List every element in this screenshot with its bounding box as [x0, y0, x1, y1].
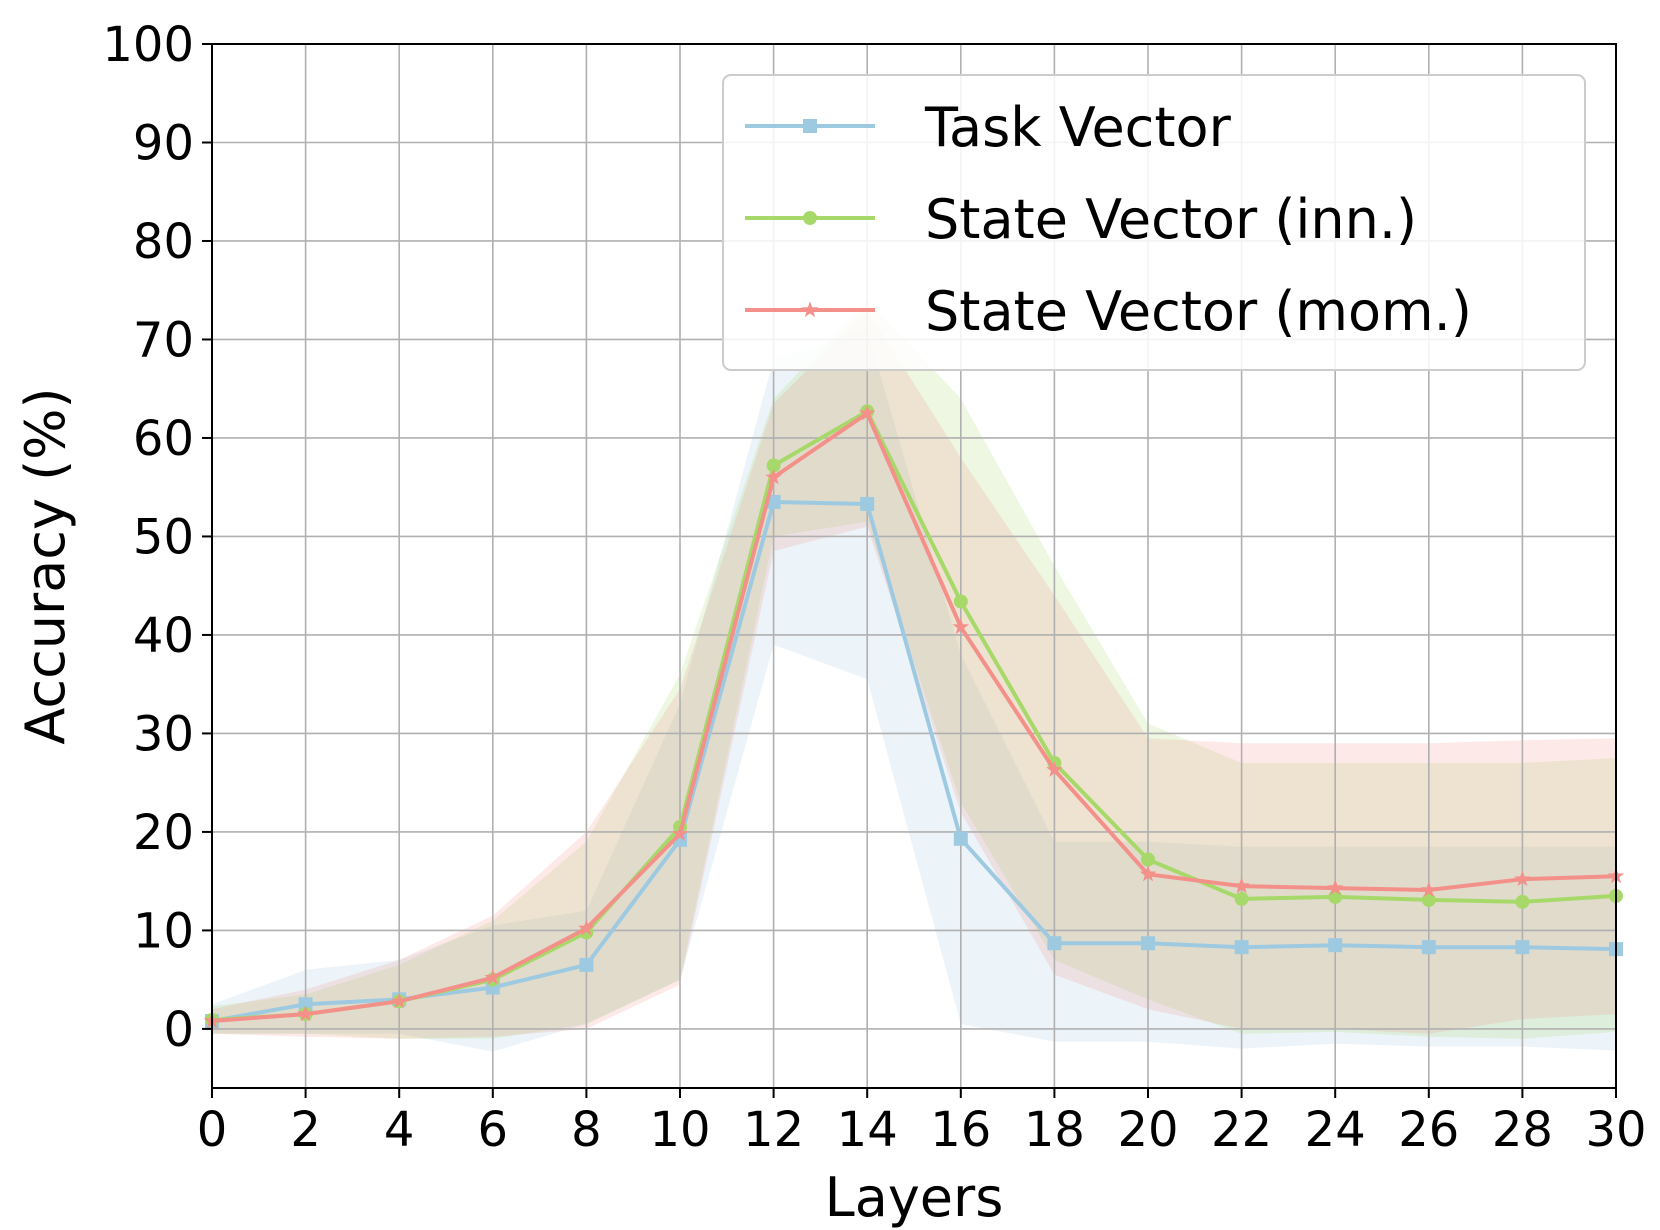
- data-point-s2-x26: [1420, 881, 1438, 898]
- y-axis-ticks: 0 10 20 30 40 50 60 70 80 90 100: [102, 17, 212, 1058]
- data-point-s0-x2: [298, 997, 313, 1012]
- data-point-s0-x18: [1047, 936, 1062, 951]
- data-point-s2-x18: [1046, 761, 1063, 777]
- x-tick-label: 4: [384, 1102, 415, 1158]
- x-tick-label: 16: [930, 1102, 991, 1158]
- data-point-s1-x22: [1234, 891, 1249, 906]
- x-tick-label: 26: [1398, 1102, 1459, 1158]
- x-tick-label: 20: [1117, 1102, 1178, 1158]
- data-point-s0-x28: [1515, 940, 1530, 955]
- x-tick-label: 18: [1024, 1102, 1085, 1158]
- x-tick-label: 12: [743, 1102, 804, 1158]
- data-point-s0-x16: [953, 831, 968, 846]
- legend-label-2: State Vector (mom.): [925, 280, 1472, 343]
- y-tick-label: 90: [133, 115, 194, 171]
- x-axis-label: Layers: [825, 1166, 1004, 1229]
- x-tick-label: 0: [197, 1102, 228, 1158]
- data-point-s1-x12: [766, 458, 781, 473]
- series-line-2: [211, 411, 1617, 1023]
- y-tick-label: 20: [133, 805, 194, 861]
- x-tick-label: 6: [478, 1102, 509, 1158]
- legend-item-1: State Vector (inn.): [745, 188, 1417, 251]
- band-series-0: [212, 329, 1616, 1052]
- data-point-s2-x24: [1326, 879, 1344, 896]
- data-point-s0-x20: [1141, 936, 1155, 951]
- y-tick-label: 10: [133, 903, 194, 959]
- y-tick-label: 0: [163, 1002, 194, 1058]
- y-tick-label: 50: [133, 509, 194, 565]
- data-point-s0-x24: [1328, 938, 1343, 953]
- data-point-s2-x14: [858, 404, 876, 421]
- series-2: [203, 404, 1625, 1029]
- data-point-s0-x8: [579, 957, 594, 972]
- y-axis-label: Accuracy (%): [14, 387, 77, 744]
- x-tick-label: 24: [1305, 1102, 1366, 1158]
- band-series-1: [212, 300, 1616, 1039]
- band-series-2: [212, 309, 1616, 1039]
- x-tick-label: 22: [1211, 1102, 1272, 1158]
- y-tick-label: 80: [133, 214, 194, 270]
- series-line-0: [211, 500, 1617, 1023]
- legend-marker-0: [803, 119, 817, 133]
- data-point-s1-x26: [1421, 892, 1436, 907]
- data-point-s2-x6: [484, 968, 502, 985]
- data-point-s1-x24: [1328, 889, 1343, 904]
- data-point-s2-x10: [671, 825, 689, 841]
- data-point-s2-x4: [390, 992, 408, 1009]
- legend: Task Vector State Vector (inn.) State Vect…: [722, 74, 1586, 371]
- y-tick-label: 40: [133, 608, 194, 664]
- y-tick-label: 100: [102, 17, 194, 73]
- legend-label-0: Task Vector: [924, 96, 1232, 159]
- data-point-s2-x16: [952, 618, 970, 635]
- data-point-s2-x28: [1514, 870, 1531, 887]
- y-tick-label: 30: [133, 706, 194, 762]
- x-tick-label: 2: [290, 1102, 321, 1158]
- legend-item-0: Task Vector: [745, 96, 1232, 159]
- confidence-bands: [212, 300, 1616, 1052]
- x-tick-label: 10: [649, 1102, 710, 1158]
- data-point-s2-x12: [765, 468, 782, 485]
- data-point-s2-x20: [1139, 865, 1157, 882]
- legend-marker-2: [801, 301, 819, 318]
- legend-item-2: State Vector (mom.): [745, 280, 1472, 343]
- y-tick-label: 70: [133, 312, 194, 368]
- legend-marker-1: [803, 211, 817, 225]
- x-tick-label: 8: [571, 1102, 602, 1158]
- data-point-s1-x28: [1515, 894, 1530, 909]
- legend-box: [722, 74, 1586, 371]
- x-tick-label: 14: [837, 1102, 898, 1158]
- x-tick-label: 28: [1492, 1102, 1553, 1158]
- y-tick-label: 60: [133, 411, 194, 467]
- plot-area: [211, 43, 1617, 1089]
- legend-label-1: State Vector (inn.): [925, 188, 1417, 251]
- data-point-s1-x20: [1141, 852, 1155, 867]
- data-point-s2-x8: [578, 919, 595, 936]
- data-point-s1-x16: [953, 594, 968, 609]
- series-lines: [203, 404, 1625, 1029]
- data-point-s2-x22: [1233, 877, 1250, 894]
- data-point-s2-x2: [297, 1005, 314, 1022]
- data-point-s0-x26: [1421, 940, 1436, 955]
- x-axis-ticks: 0 2 4 6 8 10 12 14 16 18 20 22 24 26 28 30: [197, 1088, 1647, 1158]
- data-point-s0-x14: [860, 496, 875, 511]
- x-tick-label: 30: [1585, 1102, 1646, 1158]
- data-point-s0-x22: [1234, 940, 1249, 955]
